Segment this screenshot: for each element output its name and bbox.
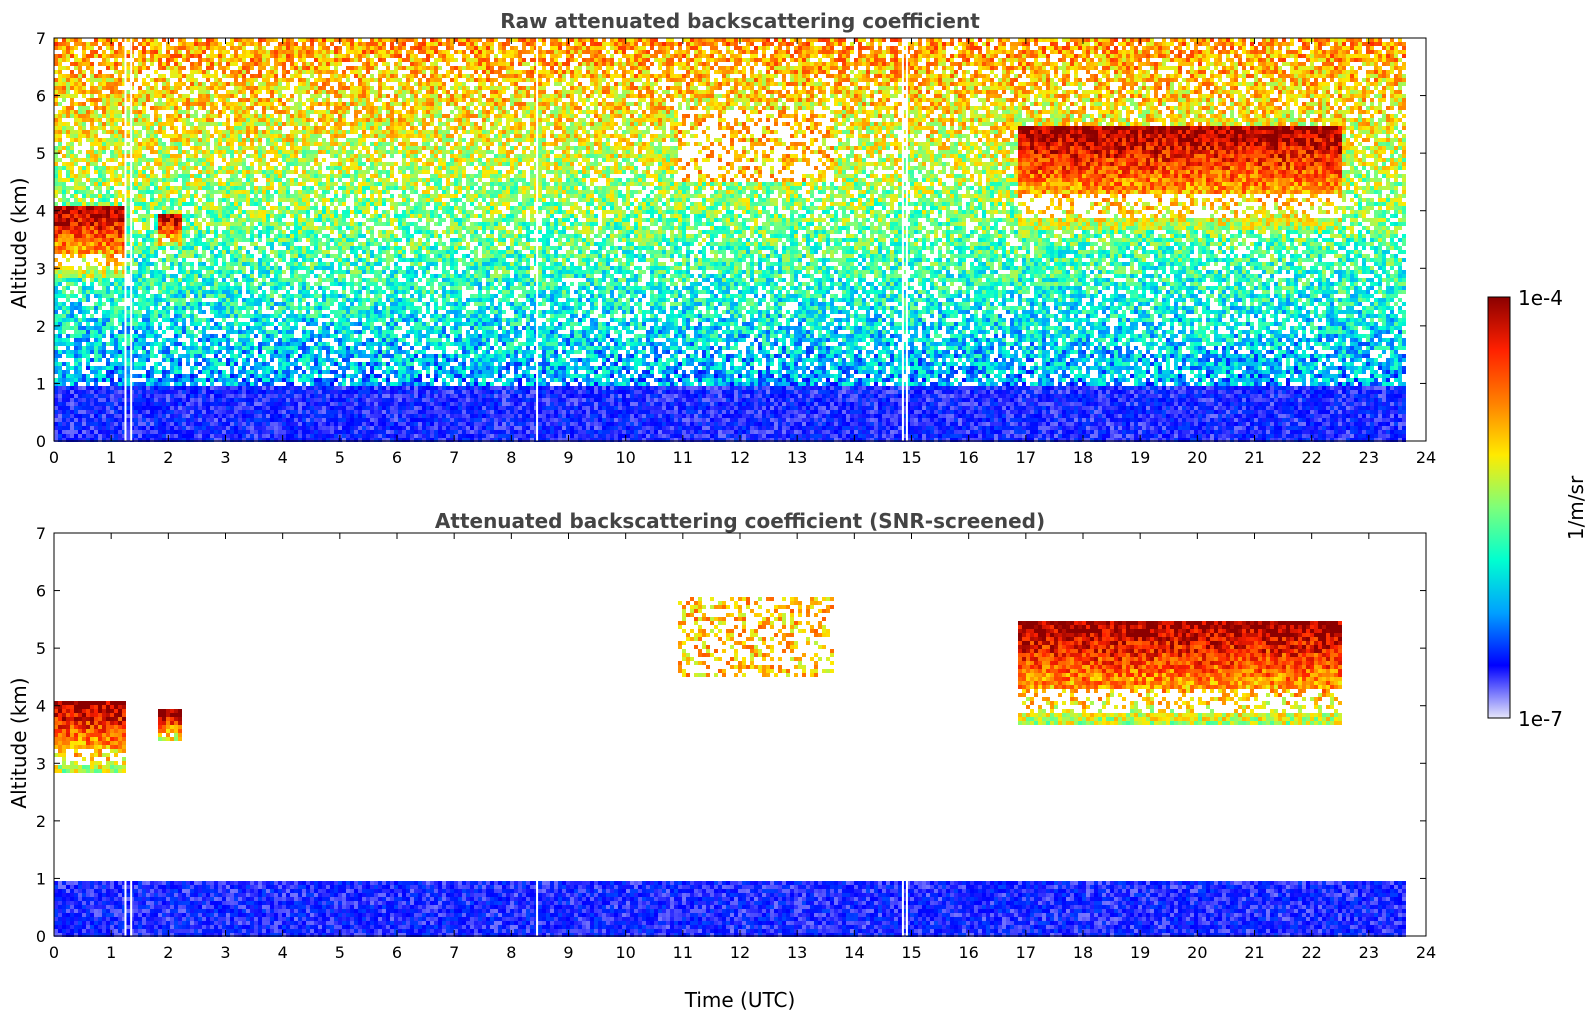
x-tick-label: 5 <box>335 448 345 467</box>
x-tick-label: 3 <box>220 943 230 962</box>
data-gap <box>905 879 908 936</box>
y-tick-label: 5 <box>36 144 46 163</box>
y-tick-label: 2 <box>36 317 46 336</box>
x-tick-label: 13 <box>787 943 807 962</box>
x-tick-label: 14 <box>844 448 864 467</box>
x-tick-label: 2 <box>163 943 173 962</box>
x-tick-label: 4 <box>278 943 288 962</box>
x-tick-label: 16 <box>958 943 978 962</box>
x-tick-label: 8 <box>506 448 516 467</box>
y-tick-label: 4 <box>36 202 46 221</box>
y-tick-label: 7 <box>36 29 46 48</box>
colorbar-gradient <box>1487 296 1511 719</box>
x-tick-label: 5 <box>335 943 345 962</box>
x-tick-label: 9 <box>563 943 573 962</box>
x-tick-label: 7 <box>449 448 459 467</box>
x-tick-label: 12 <box>730 943 750 962</box>
x-tick-label: 0 <box>49 943 59 962</box>
data-gap <box>905 38 908 441</box>
x-tick-label: 1 <box>106 943 116 962</box>
x-tick-label: 8 <box>506 943 516 962</box>
y-tick-label: 6 <box>36 87 46 106</box>
axis-ticks: 0 1 2 3 4 5 6 7 8 9 10 11 12 13 14 15 16 17 18 19 20 21 22 23 24… <box>36 29 1436 467</box>
y-tick-label: 0 <box>36 927 46 946</box>
data-gap <box>130 879 133 936</box>
x-tick-label: 23 <box>1359 448 1379 467</box>
x-tick-label: 20 <box>1187 448 1207 467</box>
data-gap <box>124 38 127 441</box>
x-tick-label: 22 <box>1301 448 1321 467</box>
x-tick-label: 21 <box>1244 943 1264 962</box>
plot-frame <box>53 532 1427 937</box>
x-tick-label: 23 <box>1359 943 1379 962</box>
x-tick-label: 16 <box>958 448 978 467</box>
y-tick-label: 3 <box>36 259 46 278</box>
y-tick-label: 5 <box>36 639 46 658</box>
x-tick-label: 7 <box>449 943 459 962</box>
y-tick-label: 4 <box>36 697 46 716</box>
x-tick-label: 2 <box>163 448 173 467</box>
y-tick-label: 7 <box>36 524 46 543</box>
x-tick-label: 6 <box>392 448 402 467</box>
y-tick-label: 3 <box>36 754 46 773</box>
x-tick-label: 0 <box>49 448 59 467</box>
x-tick-label: 17 <box>1016 448 1036 467</box>
raw-backscatter-heatmap <box>54 38 1406 442</box>
y-tick-label: 0 <box>36 432 46 451</box>
x-tick-label: 10 <box>615 943 635 962</box>
x-tick-label: 15 <box>901 943 921 962</box>
data-gap <box>901 879 904 936</box>
x-axis-label: Time (UTC) <box>684 988 796 1012</box>
data-gap <box>124 879 127 936</box>
x-tick-label: 12 <box>730 448 750 467</box>
data-gap <box>130 38 133 441</box>
x-tick-label: 4 <box>278 448 288 467</box>
colorbar-max-label: 1e-4 <box>1518 286 1563 310</box>
x-tick-label: 3 <box>220 448 230 467</box>
x-tick-label: 10 <box>615 448 635 467</box>
x-tick-label: 11 <box>673 448 693 467</box>
y-tick-label: 1 <box>36 374 46 393</box>
colorbar-unit-label: 1/m/sr <box>1564 475 1588 540</box>
snr-screened-heatmap <box>54 597 1406 937</box>
x-tick-label: 1 <box>106 448 116 467</box>
y-tick-label: 2 <box>36 812 46 831</box>
data-gap <box>901 38 904 441</box>
y-axis-label: Altitude (km) <box>7 677 31 808</box>
x-tick-label: 18 <box>1073 943 1093 962</box>
data-gap <box>536 879 539 936</box>
x-tick-label: 6 <box>392 943 402 962</box>
x-tick-label: 20 <box>1187 943 1207 962</box>
y-axis-label: Altitude (km) <box>7 177 31 308</box>
x-tick-label: 24 <box>1416 448 1436 467</box>
snr-screened-panel: Attenuated backscattering coefficient (S… <box>7 509 1436 1012</box>
x-tick-label: 19 <box>1130 448 1150 467</box>
panel-title: Attenuated backscattering coefficient (S… <box>435 509 1045 533</box>
colorbar-min-label: 1e-7 <box>1518 707 1563 731</box>
x-tick-label: 22 <box>1301 943 1321 962</box>
x-tick-label: 24 <box>1416 943 1436 962</box>
x-tick-label: 9 <box>563 448 573 467</box>
x-tick-label: 13 <box>787 448 807 467</box>
panel-title: Raw attenuated backscattering coefficien… <box>500 9 980 33</box>
data-gap <box>536 38 539 441</box>
y-tick-label: 1 <box>36 869 46 888</box>
x-tick-label: 11 <box>673 943 693 962</box>
raw-backscatter-panel: Raw attenuated backscattering coefficien… <box>7 9 1436 467</box>
x-tick-label: 14 <box>844 943 864 962</box>
plot-frame <box>53 37 1427 442</box>
x-tick-label: 21 <box>1244 448 1264 467</box>
x-tick-label: 19 <box>1130 943 1150 962</box>
x-tick-label: 15 <box>901 448 921 467</box>
colorbar: 1e-4 1e-7 1/m/sr <box>1487 286 1588 731</box>
x-tick-label: 17 <box>1016 943 1036 962</box>
y-tick-label: 6 <box>36 582 46 601</box>
x-tick-label: 18 <box>1073 448 1093 467</box>
